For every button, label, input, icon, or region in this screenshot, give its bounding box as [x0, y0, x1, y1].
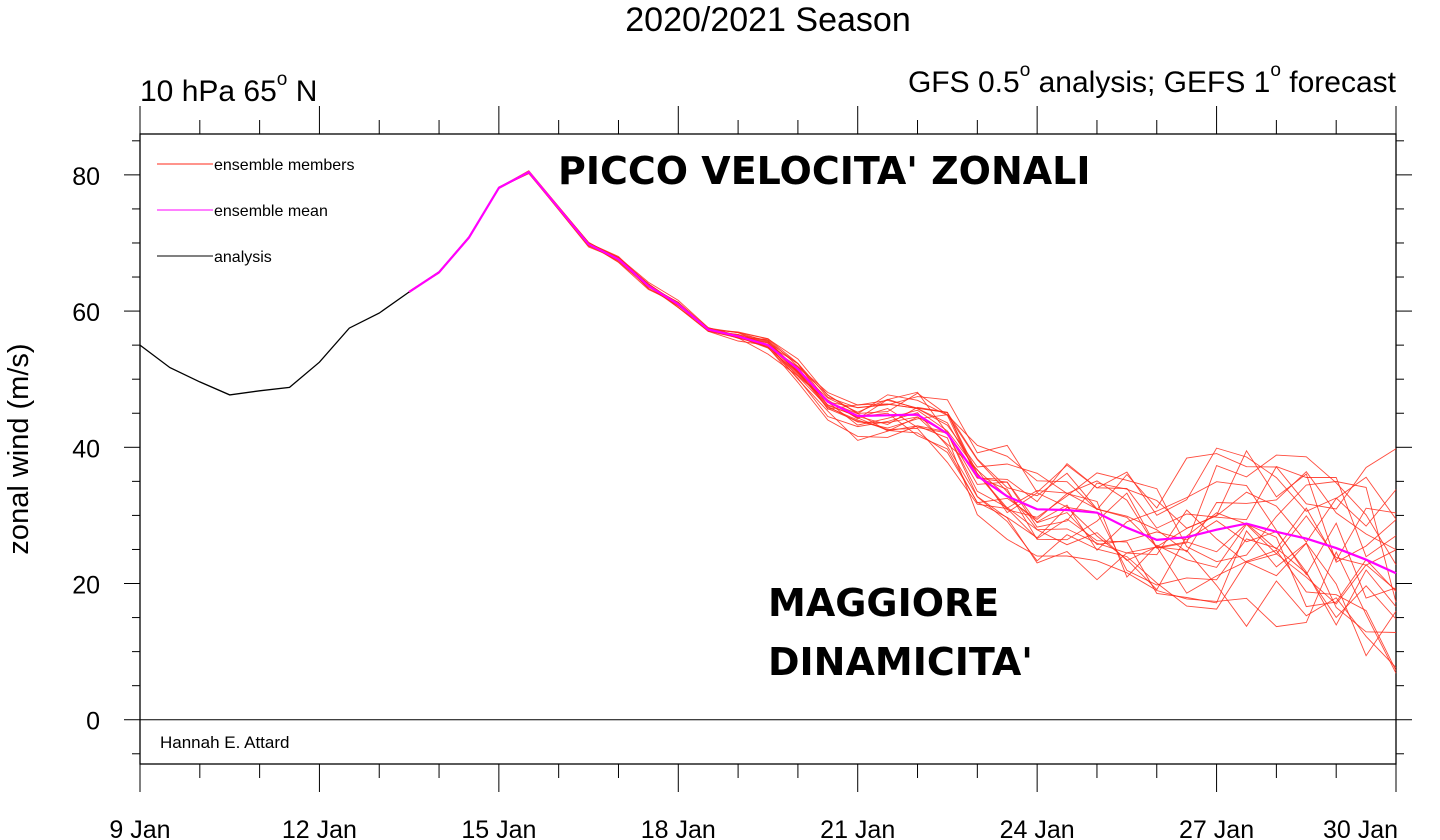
annotation-peak: PICCO VELOCITA' ZONALI	[558, 149, 1091, 193]
ensemble-member-line	[408, 171, 1397, 599]
x-tick-label: 9 Jan	[109, 816, 170, 840]
ensemble-member-line	[408, 171, 1397, 603]
analysis-line	[139, 291, 410, 396]
ensemble-member-line	[408, 172, 1397, 633]
legend-label-analysis: analysis	[214, 249, 272, 266]
ensemble-member-line	[408, 172, 1397, 563]
x-tick-label: 27 Jan	[1179, 816, 1254, 840]
ensemble-member-line	[408, 170, 1397, 566]
y-tick-label: 80	[72, 163, 100, 191]
annotation-dynamics-line1: MAGGIORE	[768, 581, 999, 625]
x-tick-label: 12 Jan	[282, 816, 357, 840]
ensemble-mean-series	[408, 170, 1397, 575]
y-tick-label: 0	[86, 708, 100, 736]
ensemble-member-line	[408, 172, 1397, 553]
legend-label-members: ensemble members	[214, 157, 355, 174]
x-tick-label: 30 Jan	[1323, 816, 1398, 840]
subtitle-left: 10 hPa 65o N	[140, 69, 317, 108]
y-tick-label: 40	[72, 435, 100, 463]
legend: ensemble members ensemble mean analysis	[157, 157, 355, 266]
x-tick-label: 15 Jan	[461, 816, 536, 840]
axes: 0 20 40 60 80 9 Jan 12 Jan 15 Jan 18 Jan 21 Jan 24…	[72, 106, 1412, 840]
legend-label-mean: ensemble mean	[214, 203, 328, 220]
y-tick-label: 20	[72, 572, 100, 600]
y-tick-label: 60	[72, 299, 100, 327]
credit-label: Hannah E. Attard	[160, 733, 289, 752]
ensemble-mean-line	[408, 170, 1397, 575]
x-tick-label: 21 Jan	[820, 816, 895, 840]
ensemble-member-line	[408, 171, 1397, 565]
ensemble-member-line	[408, 171, 1397, 558]
analysis-series	[139, 291, 410, 396]
x-tick-label: 18 Jan	[641, 816, 716, 840]
x-tick-label: 24 Jan	[1000, 816, 1075, 840]
ensemble-member-line	[408, 171, 1397, 543]
chart-title: 2020/2021 Season	[625, 1, 910, 39]
subtitle-right: GFS 0.5o analysis; GEFS 1o forecast	[908, 60, 1397, 99]
ensemble-member-line	[408, 172, 1397, 511]
annotation-dynamics-line2: DINAMICITA'	[768, 640, 1033, 684]
ensemble-member-line	[408, 171, 1397, 626]
ensemble-member-line	[408, 172, 1397, 562]
y-axis-label: zonal wind (m/s)	[3, 343, 35, 554]
ensemble-member-line	[408, 170, 1397, 527]
